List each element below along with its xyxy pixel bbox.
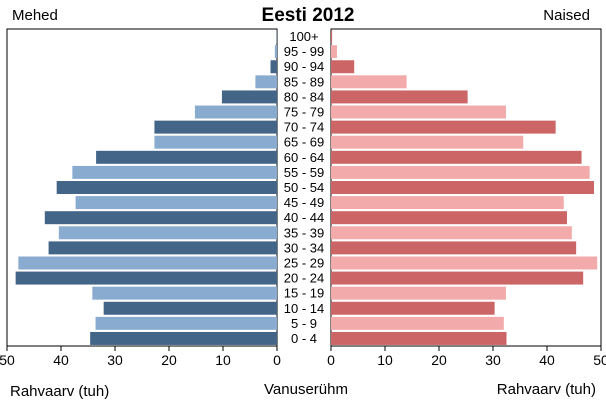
male-bar: [72, 165, 277, 179]
age-group-label: 55 - 59: [284, 165, 324, 180]
male-bar: [154, 120, 277, 134]
age-group-label: 100+: [289, 29, 318, 44]
right-x-axis-label: Rahvaarv (tuh): [497, 381, 596, 398]
right-tick-label: 10: [377, 352, 393, 368]
male-bar: [276, 30, 277, 44]
chart-title: Eesti 2012: [262, 5, 355, 26]
female-bar: [331, 286, 506, 300]
male-bar: [58, 226, 278, 240]
male-bar: [96, 150, 277, 164]
age-group-label: 95 - 99: [284, 44, 324, 59]
age-group-label: 50 - 54: [284, 180, 324, 195]
right-panel-label: Naised: [543, 7, 590, 24]
age-group-label: 40 - 44: [284, 210, 324, 225]
male-bar: [15, 271, 277, 285]
female-bar: [331, 90, 468, 104]
age-group-label: 90 - 94: [284, 59, 324, 74]
age-group-label: 25 - 29: [284, 255, 324, 270]
left-panel-label: Mehed: [12, 7, 58, 24]
age-group-label: 45 - 49: [284, 195, 324, 210]
male-bar: [90, 331, 277, 345]
right-tick-label: 30: [485, 352, 501, 368]
male-bar: [92, 286, 277, 300]
right-axis-ticks: 0 10 20 30 40 50: [327, 346, 606, 368]
left-tick-label: 0: [273, 352, 281, 368]
male-bar: [274, 45, 277, 59]
age-group-label: 80 - 84: [284, 89, 324, 104]
male-bar: [103, 301, 277, 315]
female-bar: [331, 301, 495, 315]
female-bar: [331, 30, 333, 44]
male-bar: [44, 211, 277, 225]
right-tick-label: 50: [593, 352, 606, 368]
age-group-label: 70 - 74: [284, 120, 324, 135]
female-bar: [331, 120, 556, 134]
left-x-axis-label: Rahvaarv (tuh): [10, 383, 109, 400]
left-tick-label: 20: [161, 352, 177, 368]
female-bar: [331, 165, 590, 179]
male-bar: [56, 181, 278, 194]
female-bar: [331, 105, 506, 119]
age-group-label: 0 - 4: [291, 331, 317, 346]
male-bar: [95, 316, 277, 330]
left-tick-label: 40: [53, 352, 69, 368]
age-group-label: 60 - 64: [284, 150, 324, 165]
female-bar: [331, 60, 355, 74]
right-tick-label: 0: [327, 352, 335, 368]
female-bar: [331, 181, 594, 194]
female-bar: [331, 45, 337, 59]
age-group-label: 30 - 34: [284, 240, 324, 255]
male-bar: [194, 105, 277, 119]
male-bar: [221, 90, 277, 104]
male-bar: [270, 60, 277, 74]
female-bar: [331, 226, 572, 240]
male-bar: [48, 241, 277, 255]
left-tick-label: 50: [0, 352, 15, 368]
age-group-label: 65 - 69: [284, 135, 324, 150]
female-bar: [331, 271, 584, 285]
female-bar: [331, 331, 507, 345]
female-bar: [331, 75, 407, 89]
male-bar: [18, 256, 278, 270]
female-bar: [331, 135, 524, 149]
age-group-label: 10 - 14: [284, 301, 324, 316]
female-bar: [331, 316, 504, 330]
female-bar: [331, 211, 567, 225]
female-bars: [331, 30, 598, 345]
age-group-label: 20 - 24: [284, 271, 324, 286]
left-tick-label: 10: [215, 352, 231, 368]
male-bar: [255, 75, 277, 89]
age-group-label: 5 - 9: [291, 316, 317, 331]
female-bar: [331, 256, 598, 270]
male-bars: [15, 30, 278, 345]
female-bar: [331, 241, 577, 255]
right-tick-label: 40: [539, 352, 555, 368]
female-bar: [331, 196, 564, 210]
age-group-label: 15 - 19: [284, 286, 324, 301]
center-x-axis-label: Vanuserühm: [264, 381, 348, 398]
female-bar: [331, 150, 582, 164]
age-group-label: 85 - 89: [284, 74, 324, 89]
left-axis-ticks: 0 10 20 30 40 50: [0, 346, 281, 368]
left-tick-label: 30: [107, 352, 123, 368]
right-tick-label: 20: [431, 352, 447, 368]
age-group-label: 35 - 39: [284, 225, 324, 240]
male-bar: [154, 135, 277, 149]
age-group-label: 75 - 79: [284, 105, 324, 120]
male-bar: [75, 196, 277, 210]
